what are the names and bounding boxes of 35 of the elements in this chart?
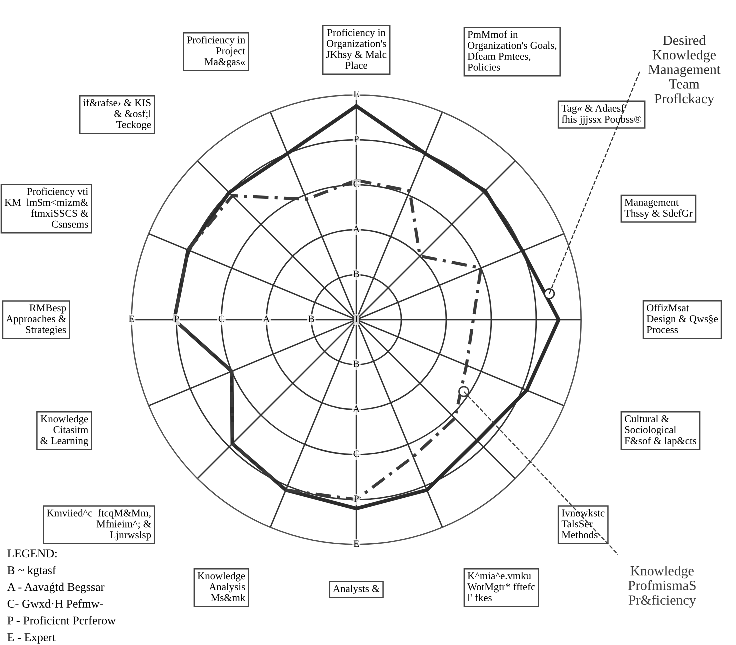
text: P [354,136,359,142]
text: E - Expert [8,634,56,644]
spoke-label: Management Thssy & SdefGr [624,199,693,220]
spoke-label: Kmviied^c ftcqM&Mm, Mfnieim^; & Ljnrwslsp [47,509,152,541]
text: B [354,360,360,368]
spoke-label: if&rafse› & KIS & &osf;l Teckoge [83,99,152,130]
text: P - Proficicnt Pcrferow [8,616,116,625]
text: C [354,180,360,188]
spoke-label: Knowledge Citasitm & Learning [40,415,88,447]
spoke-label: Proficiency in Organization's JKhsy & Malc Place [326,28,387,70]
y-tick-label: I [355,316,358,322]
text: B ~ kgtasf [8,566,56,577]
text: C- Gwxd·H Pefmw- [8,600,104,608]
spoke-label: Tag« & Adaesf fhis jjjssx Poobss® [562,104,642,126]
text: A [353,226,360,232]
spoke-label: Proficiency in Project Ma&gas« [187,36,246,68]
text: B [354,270,360,278]
text: E [354,540,360,548]
spoke-label: Analysts & [333,585,380,594]
text: Desired Knowledge Management Team Proflckacy [648,35,721,106]
text: A [353,406,360,412]
text: Knowledge ProfmismaS Pr&ficiency [628,566,696,608]
text: P [354,496,359,502]
spoke-label: Cultural & Sociological F&sof & lap&cts [624,415,697,447]
spoke-label: RMBesp Approaches & Strategies [6,304,66,336]
text: LEGEND: [8,550,57,558]
spoke-label: PmMmof in Organization's Goals, Dfeam Pmtees, Policies [468,30,557,71]
text: C [354,450,360,458]
spoke-label: OffizMsat Design & Qws§e Process [646,304,718,334]
spoke-label: Proficiency vti KM lm$m<mizm& ftmxiSSCS & Csnsems [4,188,88,228]
spoke-label: Knowledge Analysis Ms&mk [198,572,246,602]
text: E [354,91,360,98]
spoke-label: Ivnowkstc TalsSer Methods [562,509,605,539]
text: A - Aavaǵtd Begssar [7,582,105,594]
spoke-label: K^mia^e.vmku WotMgtr* fftefc l' fkes [468,572,536,602]
